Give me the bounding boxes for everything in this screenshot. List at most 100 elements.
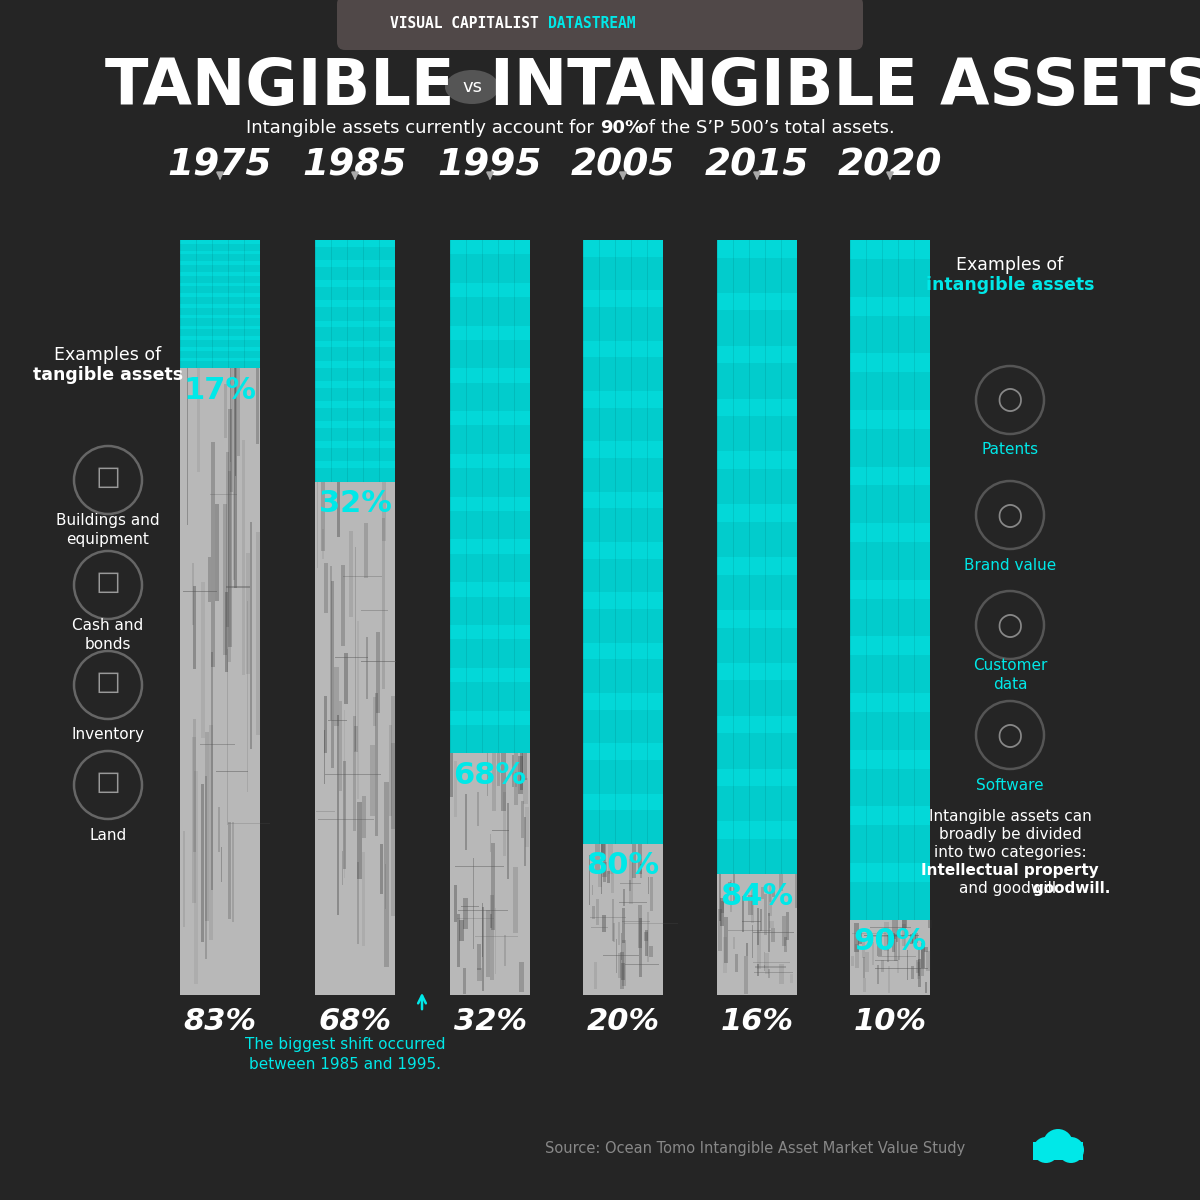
Text: Land: Land: [89, 828, 127, 842]
Text: 1985: 1985: [302, 146, 407, 182]
Bar: [354, 726, 358, 752]
Text: 68%: 68%: [454, 761, 527, 790]
Bar: [875, 968, 928, 970]
Bar: [768, 913, 769, 953]
Bar: [1033, 1142, 1084, 1160]
Bar: [718, 522, 797, 557]
Text: ○: ○: [997, 385, 1024, 414]
Text: goodwill.: goodwill.: [1012, 881, 1110, 895]
Bar: [450, 596, 530, 625]
Bar: [583, 408, 662, 442]
Text: DATASTREAM: DATASTREAM: [548, 16, 636, 30]
Bar: [766, 953, 769, 974]
Text: ☐: ☐: [96, 466, 120, 494]
Bar: [898, 937, 900, 960]
Bar: [763, 952, 766, 967]
Bar: [198, 368, 200, 472]
Bar: [718, 469, 797, 504]
Bar: [650, 877, 653, 911]
Bar: [856, 943, 859, 967]
Bar: [907, 950, 908, 980]
Bar: [512, 755, 515, 787]
Bar: [720, 899, 724, 925]
Bar: [235, 368, 236, 476]
Text: tangible assets: tangible assets: [32, 366, 184, 384]
Bar: [228, 822, 230, 918]
Bar: [640, 918, 642, 977]
Bar: [491, 894, 494, 980]
Bar: [358, 862, 359, 944]
Bar: [583, 509, 662, 542]
Bar: [526, 808, 529, 847]
Bar: [877, 932, 882, 955]
Bar: [192, 563, 194, 625]
Bar: [221, 847, 222, 882]
Bar: [314, 307, 395, 320]
Bar: [601, 870, 602, 894]
Bar: [246, 553, 251, 674]
Text: intangible assets: intangible assets: [925, 276, 1094, 294]
Bar: [208, 557, 211, 601]
Bar: [902, 919, 906, 929]
Bar: [233, 822, 234, 923]
Bar: [463, 968, 466, 994]
Bar: [637, 844, 642, 874]
Bar: [595, 899, 599, 925]
Text: INTANGIBLE ASSETS: INTANGIBLE ASSETS: [490, 56, 1200, 118]
Bar: [625, 964, 659, 965]
Bar: [184, 830, 185, 928]
Bar: [192, 719, 196, 852]
Bar: [461, 906, 479, 907]
Text: 83%: 83%: [184, 1008, 257, 1037]
Bar: [583, 660, 662, 692]
Bar: [373, 697, 377, 726]
Bar: [925, 982, 928, 992]
Bar: [192, 737, 196, 904]
Bar: [341, 564, 346, 647]
Bar: [314, 448, 395, 462]
Bar: [918, 960, 920, 988]
Circle shape: [1043, 1129, 1073, 1159]
Bar: [515, 754, 517, 805]
Bar: [236, 368, 240, 456]
Bar: [366, 637, 368, 698]
Bar: [612, 899, 614, 941]
Bar: [924, 947, 928, 952]
Bar: [894, 934, 896, 961]
Bar: [336, 715, 338, 914]
Bar: [503, 792, 505, 856]
Bar: [516, 773, 517, 787]
Bar: [718, 416, 797, 451]
Bar: [593, 906, 595, 919]
Bar: [917, 960, 919, 973]
Bar: [450, 425, 530, 454]
Text: 84%: 84%: [720, 882, 793, 911]
Bar: [384, 781, 389, 967]
Bar: [205, 732, 209, 920]
Bar: [322, 529, 324, 559]
Bar: [450, 725, 530, 754]
Bar: [180, 254, 260, 262]
Bar: [228, 409, 232, 647]
Bar: [784, 937, 787, 952]
Bar: [450, 254, 530, 283]
Bar: [583, 358, 662, 391]
Bar: [180, 276, 260, 283]
Bar: [450, 340, 530, 368]
Bar: [850, 655, 930, 692]
Bar: [718, 680, 797, 715]
Bar: [918, 948, 919, 976]
Bar: [180, 350, 260, 358]
Bar: [314, 468, 395, 481]
Bar: [334, 667, 338, 726]
Bar: [234, 368, 238, 588]
Bar: [463, 898, 468, 930]
Bar: [901, 919, 906, 930]
Text: Software: Software: [976, 778, 1044, 792]
Bar: [450, 298, 530, 325]
Bar: [250, 522, 252, 749]
Bar: [522, 754, 524, 778]
Bar: [620, 953, 624, 989]
Bar: [730, 881, 732, 912]
Bar: [583, 810, 662, 844]
